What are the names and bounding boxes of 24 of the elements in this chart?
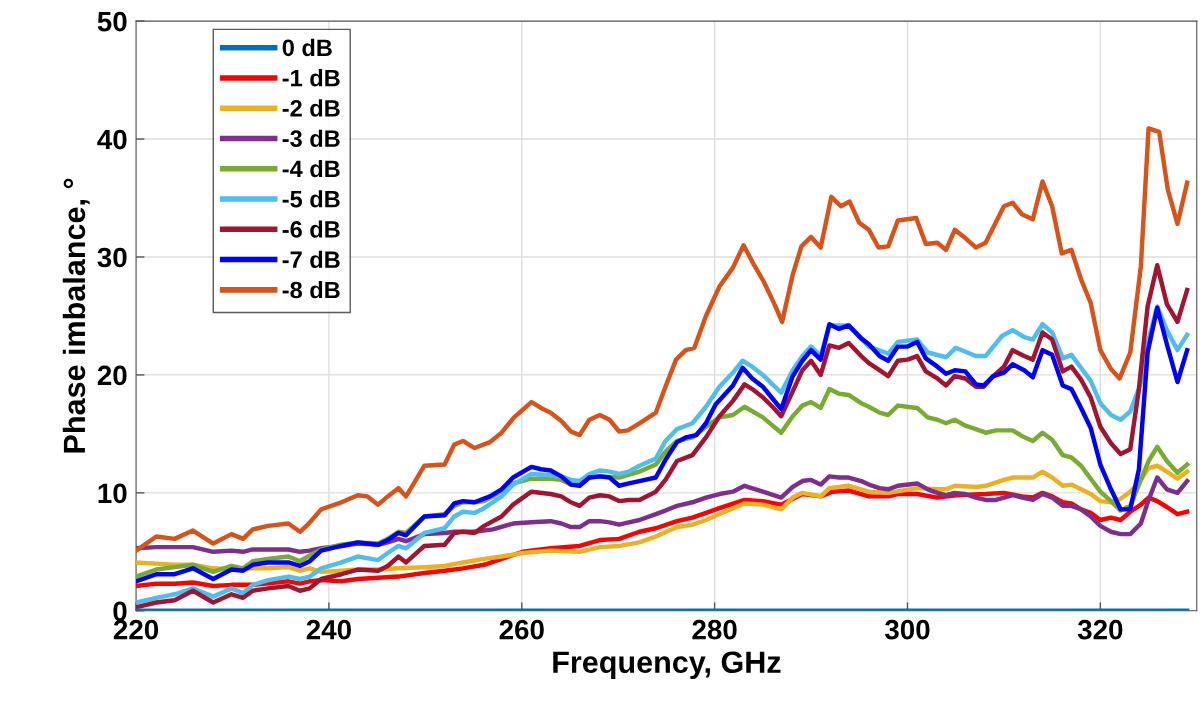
legend-label: -2 dB: [282, 99, 340, 117]
x-tick-label: 280: [692, 619, 737, 640]
legend-label: -5 dB: [282, 190, 340, 208]
y-tick-label: 40: [97, 129, 127, 150]
legend-label: -4 dB: [282, 159, 340, 178]
y-axis-title: Phase imbalance, °: [62, 178, 90, 453]
x-tick-label: 260: [499, 619, 544, 640]
x-axis-title: Frequency, GHz: [553, 651, 781, 680]
legend-label: -8 dB: [282, 281, 340, 299]
x-tick-label: 320: [1077, 619, 1123, 640]
legend-label: 0 dB: [282, 38, 332, 57]
x-tick-label: 240: [306, 619, 351, 640]
legend-label: -7 dB: [282, 250, 340, 269]
legend-label: -1 dB: [282, 69, 340, 87]
x-tick-label: 220: [113, 619, 159, 640]
y-tick-label: 30: [97, 247, 127, 268]
legend-label: -6 dB: [282, 220, 340, 238]
x-tick-label: 300: [884, 619, 930, 640]
y-tick-label: 10: [98, 483, 127, 504]
y-tick-label: 50: [97, 11, 127, 32]
y-tick-label: 20: [97, 365, 127, 386]
line-series: [136, 126, 1190, 553]
legend-label: -3 dB: [282, 129, 340, 148]
y-tick-label: 0: [113, 601, 127, 622]
